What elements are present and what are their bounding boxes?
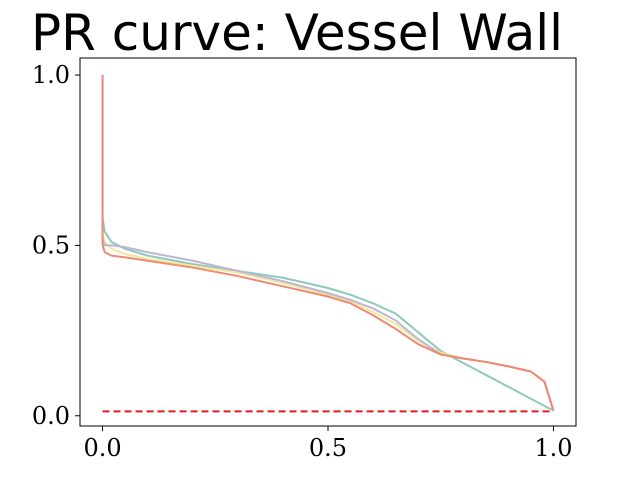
- plot-area-frame: [79, 57, 577, 427]
- x-tick-label: 0.0: [83, 434, 121, 462]
- pr-series-line-3: [101, 75, 555, 411]
- pr-series-line-1: [101, 75, 554, 412]
- pr-series-line-2: [101, 75, 555, 411]
- x-tick-label: 1.0: [534, 434, 572, 462]
- y-tick-label: 1.0: [32, 61, 70, 89]
- chart-title: PR curve: Vessel Wall: [31, 4, 563, 62]
- tick-layer: 0.0 0.5 1.0 0.0 0.5 1.0: [32, 61, 573, 462]
- pr-series-line-4: [101, 75, 555, 411]
- series-layer: [101, 75, 555, 413]
- y-tick-label: 0.0: [32, 402, 70, 430]
- x-tick-label: 0.5: [309, 434, 347, 462]
- y-tick-label: 0.5: [32, 231, 70, 259]
